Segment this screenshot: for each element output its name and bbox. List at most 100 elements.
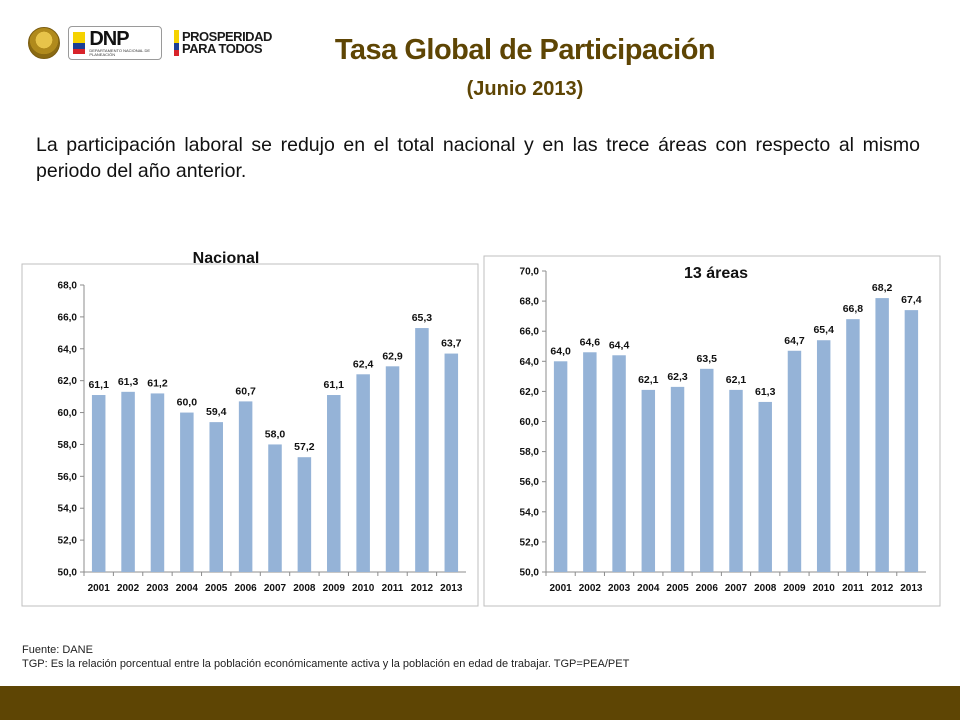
y-tick-label-nacional: 56,0	[58, 472, 78, 483]
y-tick-label-13-areas: 66,0	[520, 327, 540, 338]
data-label-13-areas-2013: 67,4	[901, 294, 922, 306]
data-label-13-areas-2011: 66,8	[843, 303, 864, 315]
data-label-nacional-2007: 58,0	[265, 428, 286, 440]
colombia-seal-icon	[28, 27, 60, 59]
y-tick-label-nacional: 50,0	[58, 568, 78, 579]
definition-note: TGP: Es la relación porcentual entre la …	[22, 658, 630, 670]
data-label-13-areas-2004: 62,1	[638, 374, 659, 386]
x-tick-label-13-areas-2004: 2004	[637, 583, 660, 594]
bar-nacional-2009	[327, 395, 341, 572]
y-tick-label-13-areas: 56,0	[520, 477, 540, 488]
bar-nacional-2001	[91, 395, 106, 572]
bar-13-areas-2007	[729, 389, 743, 572]
x-tick-label-13-areas-2005: 2005	[666, 583, 689, 594]
bar-nacional-2002	[121, 391, 135, 572]
x-tick-label-nacional-2005: 2005	[205, 583, 228, 594]
x-tick-label-13-areas-2006: 2006	[696, 583, 719, 594]
data-label-13-areas-2008: 61,3	[755, 386, 776, 398]
bar-nacional-2013	[444, 353, 459, 572]
bar-13-areas-2005	[670, 386, 685, 572]
y-tick-label-nacional: 68,0	[58, 281, 78, 292]
bar-13-areas-2008	[758, 401, 772, 572]
chart-title-13-areas: 13 áreas	[684, 265, 748, 282]
data-label-nacional-2008: 57,2	[294, 441, 315, 453]
data-label-13-areas-2007: 62,1	[726, 374, 747, 386]
y-tick-label-13-areas: 52,0	[520, 537, 540, 548]
data-label-nacional-2003: 61,2	[147, 377, 168, 389]
data-label-13-areas-2005: 62,3	[667, 371, 688, 383]
data-label-13-areas-2006: 63,5	[697, 353, 718, 365]
bar-13-areas-2001	[553, 361, 568, 572]
intro-text: La participación laboral se redujo en el…	[36, 134, 920, 182]
bar-nacional-2005	[209, 422, 223, 572]
x-tick-label-13-areas-2003: 2003	[608, 583, 631, 594]
x-tick-label-nacional-2009: 2009	[323, 583, 346, 594]
y-tick-label-nacional: 54,0	[58, 504, 78, 515]
y-tick-label-nacional: 52,0	[58, 536, 78, 547]
x-tick-label-nacional-2004: 2004	[176, 583, 199, 594]
bar-13-areas-2002	[583, 352, 597, 572]
data-label-13-areas-2009: 64,7	[784, 335, 805, 347]
bar-13-areas-2012	[875, 298, 889, 572]
y-tick-label-13-areas: 58,0	[520, 447, 540, 458]
data-label-13-areas-2002: 64,6	[580, 336, 601, 348]
x-tick-label-13-areas-2009: 2009	[783, 583, 806, 594]
x-tick-label-nacional-2010: 2010	[352, 583, 375, 594]
y-tick-label-13-areas: 62,0	[520, 387, 540, 398]
data-label-nacional-2013: 63,7	[441, 338, 462, 350]
x-tick-label-nacional-2013: 2013	[440, 583, 463, 594]
x-tick-label-nacional-2006: 2006	[234, 583, 257, 594]
y-tick-label-nacional: 62,0	[58, 376, 78, 387]
bar-nacional-2007	[268, 444, 282, 572]
data-label-13-areas-2003: 64,4	[609, 339, 630, 351]
x-tick-label-13-areas-2001: 2001	[549, 583, 572, 594]
y-tick-label-13-areas: 50,0	[520, 568, 540, 579]
x-tick-label-13-areas-2013: 2013	[900, 583, 923, 594]
y-tick-label-13-areas: 68,0	[520, 297, 540, 308]
x-tick-label-nacional-2003: 2003	[146, 583, 169, 594]
bar-13-areas-2010	[816, 340, 831, 572]
data-label-nacional-2010: 62,4	[353, 358, 374, 370]
bar-nacional-2011	[385, 366, 400, 572]
bar-nacional-2010	[356, 374, 370, 572]
data-label-13-areas-2010: 65,4	[813, 324, 834, 336]
y-tick-label-nacional: 64,0	[58, 344, 78, 355]
bar-13-areas-2004	[641, 389, 656, 572]
data-label-nacional-2002: 61,3	[118, 376, 139, 388]
dnp-logo: DNP DEPARTAMENTO NACIONAL DE PLANEACIÓN	[68, 26, 162, 60]
bar-nacional-2003	[150, 393, 165, 572]
x-tick-label-13-areas-2011: 2011	[842, 583, 864, 594]
y-tick-label-nacional: 58,0	[58, 440, 78, 451]
x-tick-label-13-areas-2002: 2002	[579, 583, 602, 594]
x-tick-label-13-areas-2007: 2007	[725, 583, 748, 594]
bar-nacional-2012	[415, 328, 429, 572]
y-tick-label-13-areas: 54,0	[520, 507, 540, 518]
bar-nacional-2006	[238, 401, 253, 572]
dnp-logo-small-text: DEPARTAMENTO NACIONAL DE PLANEACIÓN	[89, 48, 151, 57]
x-tick-label-nacional-2007: 2007	[264, 583, 287, 594]
bar-13-areas-2011	[846, 319, 860, 572]
x-tick-label-13-areas-2008: 2008	[754, 583, 777, 594]
bar-13-areas-2009	[787, 350, 802, 572]
x-tick-label-nacional-2012: 2012	[411, 583, 434, 594]
data-label-nacional-2005: 59,4	[206, 406, 227, 418]
prosperidad-line1: PROSPERIDAD	[182, 28, 272, 44]
flag-stripes-icon	[174, 30, 179, 56]
y-tick-label-nacional: 66,0	[58, 312, 78, 323]
dnp-logo-text: DNP	[89, 28, 129, 50]
x-tick-label-nacional-2008: 2008	[293, 583, 316, 594]
data-label-13-areas-2001: 64,0	[550, 345, 571, 357]
bar-13-areas-2013	[904, 310, 919, 572]
footer-bar	[0, 686, 960, 720]
data-label-nacional-2012: 65,3	[412, 312, 433, 324]
data-label-nacional-2004: 60,0	[177, 397, 198, 409]
footnotes: Fuente: DANE TGP: Es la relación porcent…	[22, 643, 629, 671]
x-tick-label-13-areas-2010: 2010	[813, 583, 836, 594]
data-label-nacional-2011: 62,9	[382, 350, 403, 362]
bar-nacional-2008	[297, 457, 312, 572]
data-label-13-areas-2012: 68,2	[872, 282, 893, 294]
bar-13-areas-2003	[612, 355, 626, 572]
prosperidad-line2: PARA TODOS	[182, 41, 262, 56]
page-title: Tasa Global de Participación	[334, 34, 716, 66]
